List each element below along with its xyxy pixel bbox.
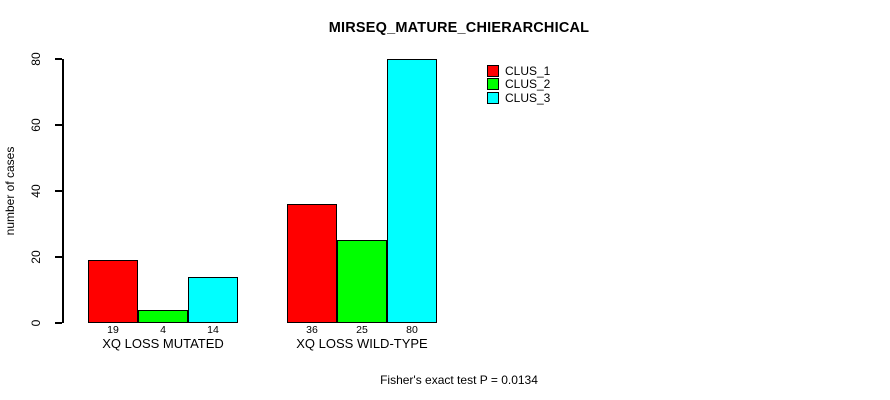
bar-value-label: 80: [406, 324, 418, 336]
bar-clus_2-1: [138, 310, 188, 323]
y-tick-label: 60: [29, 118, 43, 132]
x-category-label: XQ LOSS MUTATED: [102, 336, 224, 351]
chart-title: MIRSEQ_MATURE_CHIERARCHICAL: [328, 20, 590, 36]
bar-clus_1-2: [287, 204, 337, 323]
legend-swatch-icon: [487, 78, 499, 91]
y-tick-mark: [55, 190, 62, 192]
x-category-label: XQ LOSS WILD-TYPE: [296, 336, 428, 351]
legend-swatch-icon: [487, 64, 499, 77]
y-tick-mark: [55, 124, 62, 126]
bar-value-label: 25: [356, 324, 368, 336]
bar-clus_2-2: [337, 240, 387, 323]
legend-swatch-icon: [487, 91, 499, 104]
y-axis-title: number of cases: [3, 146, 17, 236]
bar-value-label: 36: [306, 324, 318, 336]
y-tick-label: 0: [29, 319, 43, 327]
y-tick-mark: [55, 58, 62, 60]
bar-clus_3-1: [188, 277, 238, 323]
legend-row-clus_2: CLUS_2: [487, 78, 550, 92]
bar-value-label: 19: [107, 324, 119, 336]
bar-clus_1-1: [88, 260, 138, 323]
y-tick-label: 40: [29, 184, 43, 198]
bar-value-label: 4: [160, 324, 166, 336]
fisher-test-annotation: Fisher's exact test P = 0.0134: [380, 373, 538, 387]
y-axis-line: [62, 59, 64, 323]
legend-label: CLUS_2: [505, 77, 551, 92]
bar-clus_3-2: [387, 59, 437, 323]
bar-value-label: 14: [207, 324, 219, 336]
legend-label: CLUS_3: [505, 90, 551, 105]
legend-row-clus_3: CLUS_3: [487, 91, 550, 105]
y-tick-mark: [55, 256, 62, 258]
y-tick-label: 80: [29, 52, 43, 66]
y-tick-mark: [55, 322, 62, 324]
y-tick-label: 20: [29, 250, 43, 264]
legend: CLUS_1 CLUS_2 CLUS_3: [487, 64, 550, 105]
legend-label: CLUS_1: [505, 63, 551, 78]
legend-row-clus_1: CLUS_1: [487, 64, 550, 78]
